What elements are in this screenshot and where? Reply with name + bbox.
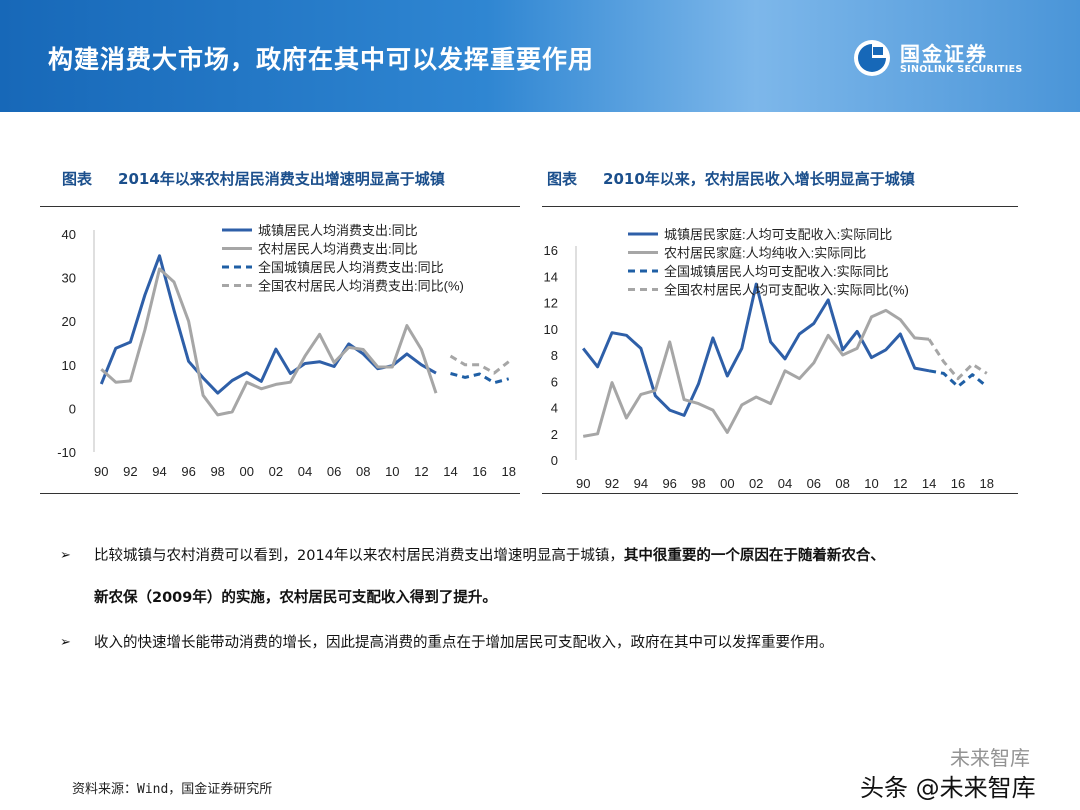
x-tick-label: 94 [152,464,166,479]
bullet-arrow-icon: ➢ [60,635,71,650]
legend-label-1: 城镇居民人均消费支出:同比 [258,223,418,238]
x-tick-label: 14 [443,464,457,479]
legend-label-3: 全国城镇居民人均可支配收入:实际同比 [664,264,889,279]
x-tick-label: 10 [385,464,399,479]
left-chart: -10 0 10 20 30 40 90 92 94 96 98 00 02 04 06 08 10 12 14 16… [40,208,520,502]
bullet-1-bold-text-a: 其中很重要的一个原因在于随着新农合、 [623,548,885,564]
legend-label-2: 农村居民人均消费支出:同比 [258,242,418,257]
slide-title: 构建消费大市场，政府在其中可以发挥重要作用 [48,45,595,74]
x-tick-label: 18 [980,476,994,491]
bullet-2-text: 收入的快速增长能带动消费的增长，因此提高消费的重点在于增加居民可支配收入，政府在… [94,635,834,651]
source-note: 资料来源：Wind，国金证券研究所 [72,782,273,797]
x-tick-label: 04 [778,476,792,491]
y-tick-label: 16 [544,243,558,258]
legend-label-3: 全国城镇居民人均消费支出:同比 [258,260,444,275]
x-tick-label: 04 [298,464,312,479]
series-line-4 [449,354,510,375]
right-chart-bottom-rule [542,493,1018,494]
y-tick-label: 12 [544,296,558,311]
legend-label-4: 全国农村居民人均可支配收入:实际同比(%) [664,283,909,298]
left-chart-top-rule [40,206,520,207]
watermark-bottom-text: 头条 @未来智库 [860,774,1036,802]
watermark: 未来智库 头条 @未来智库 [860,742,1080,806]
x-tick-label: 10 [864,476,878,491]
y-tick-label: 30 [62,271,76,286]
legend-label-1: 城镇居民家庭:人均可支配收入:实际同比 [664,227,892,242]
y-tick-label: 8 [551,348,558,363]
x-tick-label: 12 [893,476,907,491]
y-tick-label: 10 [544,322,558,337]
left-chart-title: 2014年以来农村居民消费支出增速明显高于城镇 [118,170,445,188]
x-tick-label: 90 [94,464,108,479]
x-tick-label: 90 [576,476,590,491]
bullet-point-2: ➢ 收入的快速增长能带动消费的增长，因此提高消费的重点在于增加居民可支配收入，政… [60,622,1040,664]
x-tick-label: 00 [240,464,254,479]
series-line-2 [582,308,930,438]
y-tick-label: 0 [551,453,558,468]
y-tick-label: 0 [69,401,76,416]
right-chart-top-rule [542,206,1018,207]
legend-label-2: 农村居民家庭:人均纯收入:实际同比 [664,246,866,261]
x-tick-label: 98 [691,476,705,491]
series-line-1 [582,282,930,417]
y-tick-label: 20 [62,314,76,329]
bullet-1-bold-text-b: 新农保（2009年）的实施，农村居民可支配收入得到了提升。 [94,590,497,606]
brand-logo: 国金证券 SINOLINK SECURITIES [852,38,1042,78]
bullet-arrow-icon: ➢ [60,548,71,563]
sinolink-logo-icon [854,40,890,76]
right-chart-tag: 图表 [547,170,578,188]
y-tick-label: 6 [551,374,558,389]
y-tick-label: 14 [544,269,558,284]
bullet-1-text: 比较城镇与农村消费可以看到，2014年以来农村居民消费支出增速明显高于城镇， [94,548,624,564]
right-chart: 0 2 4 6 8 10 12 14 16 90 92 94 96 98 00 02 04 06 08 10 12 14 1… [542,208,1018,502]
bullet-point-1: ➢ 比较城镇与农村消费可以看到，2014年以来农村居民消费支出增速明显高于城镇，… [60,535,1040,619]
x-tick-label: 16 [472,464,486,479]
x-tick-label: 18 [501,464,515,479]
logo-english-name: SINOLINK SECURITIES [900,64,1023,75]
x-tick-label: 96 [662,476,676,491]
y-tick-label: 4 [551,401,558,416]
legend-label-4: 全国农村居民人均消费支出:同比(%) [258,279,464,294]
x-tick-label: 02 [749,476,763,491]
x-tick-label: 12 [414,464,428,479]
right-chart-title: 2010年以来，农村居民收入增长明显高于城镇 [603,170,915,188]
x-tick-label: 16 [951,476,965,491]
series-line-3 [450,372,510,385]
series-line-2 [100,267,438,417]
left-chart-tag: 图表 [62,170,93,188]
x-tick-label: 14 [922,476,936,491]
x-tick-label: 08 [835,476,849,491]
x-tick-label: 06 [807,476,821,491]
title-banner: 构建消费大市场，政府在其中可以发挥重要作用 国金证券 SINOLINK SECU… [0,0,1080,112]
x-tick-label: 08 [356,464,370,479]
watermark-top-text: 未来智库 [950,746,1030,770]
x-tick-label: 96 [181,464,195,479]
x-tick-label: 94 [634,476,648,491]
x-tick-label: 06 [327,464,341,479]
y-tick-label: 40 [62,227,76,242]
x-tick-label: 00 [720,476,734,491]
series-line-1 [99,254,437,395]
x-tick-label: 98 [210,464,224,479]
x-tick-label: 02 [269,464,283,479]
left-chart-bottom-rule [40,493,520,494]
y-tick-label: -10 [57,445,76,460]
logo-chinese-name: 国金证券 [900,42,988,66]
right-chart-header: 图表 2010年以来，农村居民收入增长明显高于城镇 [547,168,915,192]
x-tick-label: 92 [605,476,619,491]
consumption-growth-chart: -10 0 10 20 30 40 90 92 94 96 98 00 02 04 06 08 10 12 14 16… [57,223,516,479]
y-tick-label: 2 [551,427,558,442]
left-chart-header: 图表 2014年以来农村居民消费支出增速明显高于城镇 [62,168,445,192]
x-tick-label: 92 [123,464,137,479]
y-tick-label: 10 [62,358,76,373]
series-line-4 [927,338,988,381]
